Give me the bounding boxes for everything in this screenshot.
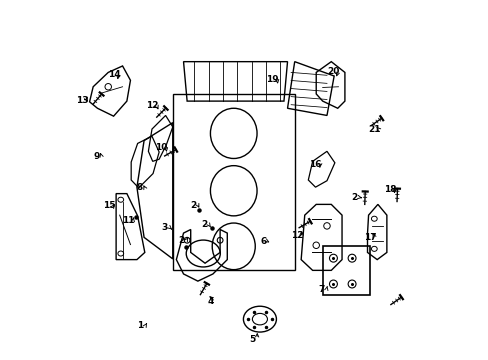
Text: 15: 15: [103, 201, 115, 210]
Text: 3: 3: [162, 223, 168, 232]
Text: 12: 12: [290, 231, 303, 240]
Text: 19: 19: [265, 75, 278, 84]
Text: 2: 2: [201, 220, 207, 229]
Bar: [322, 246, 369, 296]
Text: 2: 2: [178, 236, 184, 245]
Text: 21: 21: [367, 125, 380, 134]
Text: 14: 14: [107, 70, 120, 79]
Text: 18: 18: [383, 185, 396, 194]
Text: 10: 10: [155, 143, 167, 152]
Text: 8: 8: [136, 183, 142, 192]
Text: 5: 5: [249, 335, 255, 344]
Text: 13: 13: [76, 96, 88, 105]
Text: 9: 9: [93, 152, 100, 161]
Text: 11: 11: [122, 216, 134, 225]
Text: 17: 17: [363, 233, 376, 242]
Text: 2: 2: [190, 201, 196, 210]
Text: 20: 20: [326, 67, 339, 76]
Text: 12: 12: [145, 101, 158, 110]
Text: 16: 16: [308, 160, 321, 169]
Text: 1: 1: [137, 321, 143, 330]
Text: 7: 7: [318, 284, 325, 293]
Text: 2: 2: [350, 193, 357, 202]
Text: 4: 4: [207, 297, 214, 306]
Text: 6: 6: [260, 237, 266, 246]
